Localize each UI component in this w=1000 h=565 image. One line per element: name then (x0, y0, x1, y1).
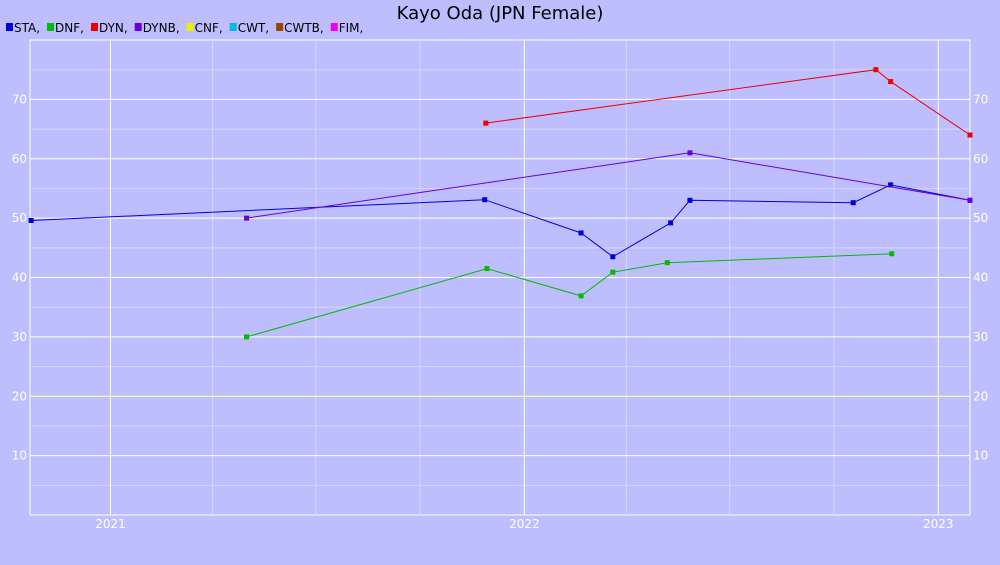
y-tick-label-right: 40 (973, 271, 988, 285)
data-point (610, 269, 616, 275)
legend-label: CWTB, (284, 21, 324, 35)
legend-swatch (47, 23, 55, 31)
legend-swatch (90, 23, 98, 31)
data-point (578, 230, 584, 236)
series-line (246, 152, 971, 219)
series-layer (28, 67, 973, 340)
data-point (28, 218, 34, 223)
y-tick-label-left: 10 (12, 449, 27, 463)
y-tick-label-left: 70 (12, 92, 27, 106)
legend-swatch (330, 23, 338, 31)
legend-label: DYNB, (143, 21, 180, 35)
legend-swatch (276, 23, 284, 31)
data-point (967, 197, 973, 203)
legend-label: STA, (14, 21, 40, 35)
x-tick-label: 2023 (923, 517, 954, 531)
data-point (244, 215, 250, 221)
data-point (687, 150, 693, 156)
y-tick-label-left: 40 (12, 271, 27, 285)
legend-swatch (186, 23, 194, 31)
data-point (888, 182, 894, 188)
y-tick-label-left: 20 (12, 389, 27, 403)
axes: 10 10 20 20 30 30 40 40 50 50 60 60 70 70 2021 2022 2023 (12, 92, 989, 531)
y-tick-label-left: 60 (12, 152, 27, 166)
series-3 (244, 150, 973, 221)
data-point (888, 79, 894, 85)
data-point (578, 293, 584, 299)
y-tick-label-right: 20 (973, 389, 988, 403)
legend-swatch (6, 23, 13, 31)
legend: STA, DNF, DYN, DYNB, CNF, CWT, CWTB, FIM, (6, 21, 363, 35)
legend-label: DNF, (55, 21, 84, 35)
series-0 (28, 182, 973, 260)
y-tick-label-right: 60 (973, 152, 988, 166)
data-point (484, 266, 490, 272)
data-point (687, 197, 693, 203)
y-tick-label-right: 70 (973, 92, 988, 106)
series-line (485, 69, 971, 136)
data-point (482, 197, 488, 203)
legend-swatch (134, 23, 142, 31)
grid (29, 39, 971, 516)
legend-label: FIM, (339, 21, 364, 35)
series-line (31, 184, 971, 258)
legend-label: CWT, (238, 21, 269, 35)
legend-label: DYN, (99, 21, 128, 35)
series-2 (483, 67, 973, 138)
chart-title: Kayo Oda (JPN Female) (397, 3, 604, 24)
data-point (244, 334, 250, 340)
data-point (850, 200, 856, 206)
y-tick-label-right: 50 (973, 211, 988, 225)
y-tick-label-right: 30 (973, 330, 988, 344)
legend-swatch (229, 23, 237, 31)
series-1 (244, 251, 895, 340)
y-tick-label-right: 10 (973, 449, 988, 463)
y-tick-label-left: 30 (12, 330, 27, 344)
series-line (246, 253, 892, 338)
data-point (483, 120, 489, 126)
x-tick-label: 2022 (509, 517, 540, 531)
data-point (668, 220, 674, 226)
data-point (610, 254, 616, 260)
y-tick-label-left: 50 (12, 211, 27, 225)
data-point (967, 132, 973, 138)
data-point (664, 260, 670, 266)
data-point (873, 67, 879, 73)
data-point (889, 251, 895, 257)
legend-label: CNF, (195, 21, 223, 35)
x-tick-label: 2021 (95, 517, 126, 531)
